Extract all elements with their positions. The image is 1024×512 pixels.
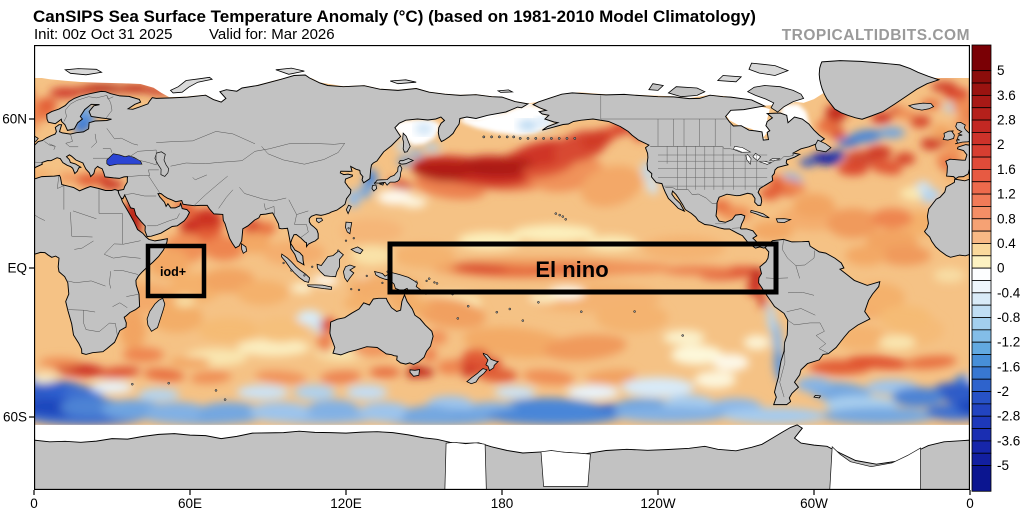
svg-text:-2.8: -2.8	[997, 409, 1020, 424]
svg-text:0.4: 0.4	[997, 236, 1016, 251]
svg-text:3.6: 3.6	[997, 88, 1016, 103]
svg-text:0.8: 0.8	[997, 211, 1016, 226]
svg-text:Init: 00z Oct 31 2025: Init: 00z Oct 31 2025	[34, 26, 172, 43]
svg-text:CanSIPS Sea Surface Temperatur: CanSIPS Sea Surface Temperature Anomaly …	[33, 7, 756, 26]
svg-text:2: 2	[997, 137, 1005, 152]
svg-text:0: 0	[966, 496, 974, 511]
svg-text:-1.2: -1.2	[997, 335, 1020, 350]
svg-text:EQ: EQ	[7, 261, 27, 276]
svg-text:5: 5	[997, 63, 1005, 78]
svg-text:-2: -2	[997, 384, 1009, 399]
svg-text:-5: -5	[997, 458, 1009, 473]
svg-text:120W: 120W	[640, 496, 676, 511]
svg-text:-3.6: -3.6	[997, 433, 1020, 448]
svg-text:-1.6: -1.6	[997, 359, 1020, 374]
svg-text:1.6: 1.6	[997, 162, 1016, 177]
svg-text:0: 0	[30, 496, 38, 511]
svg-text:-0.8: -0.8	[997, 310, 1020, 325]
svg-text:60E: 60E	[178, 496, 202, 511]
svg-text:0: 0	[997, 261, 1005, 276]
svg-text:El nino: El nino	[535, 257, 608, 282]
svg-text:TROPICALTIDBITS.COM: TROPICALTIDBITS.COM	[782, 27, 970, 44]
svg-text:iod+: iod+	[160, 265, 186, 279]
svg-text:120E: 120E	[330, 496, 362, 511]
svg-text:-0.4: -0.4	[997, 285, 1021, 300]
svg-text:180: 180	[491, 496, 514, 511]
svg-text:1.2: 1.2	[997, 187, 1016, 202]
svg-text:60S: 60S	[3, 410, 27, 425]
svg-text:2.8: 2.8	[997, 113, 1016, 128]
svg-text:60N: 60N	[2, 112, 27, 127]
svg-text:Valid for: Mar 2026: Valid for: Mar 2026	[209, 26, 335, 43]
svg-text:60W: 60W	[800, 496, 828, 511]
